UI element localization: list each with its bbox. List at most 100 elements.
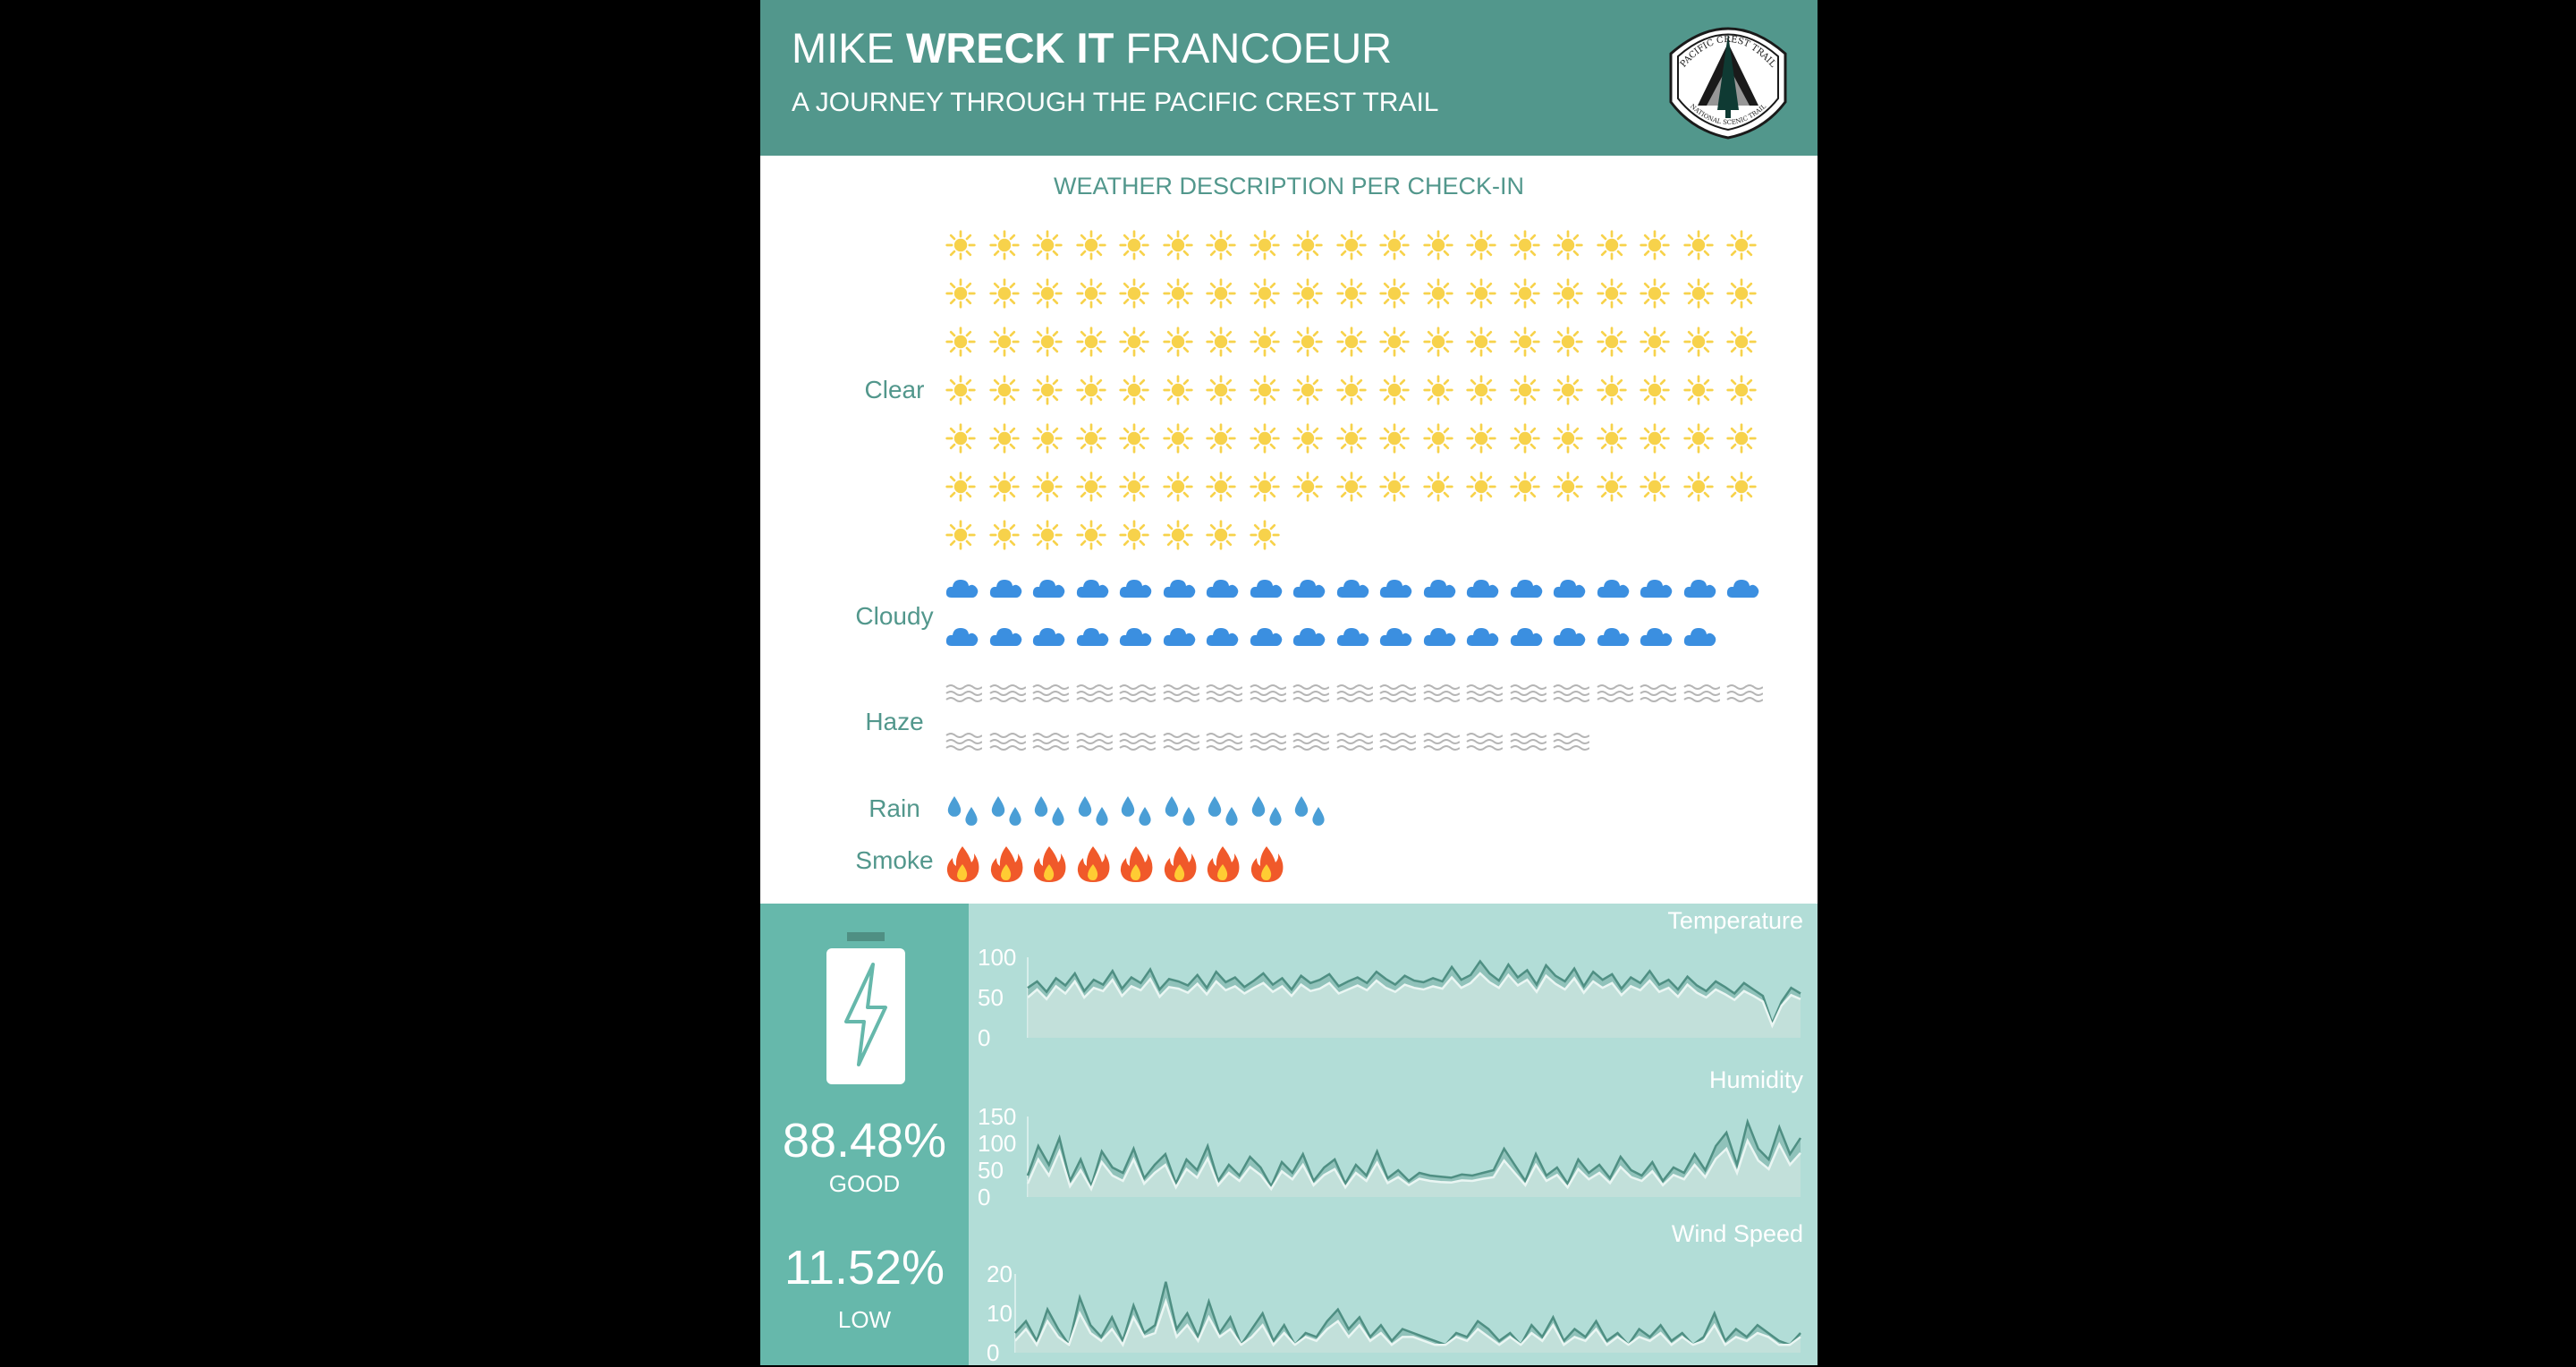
cloud-icon [988, 576, 1024, 604]
sun-icon [1422, 471, 1454, 507]
stats-panel: 88.48% GOOD 11.52% LOW Temperature 100 50… [760, 904, 1818, 1365]
sun-icon [988, 277, 1021, 314]
haze-icon [1292, 730, 1330, 760]
y-tick-label: 150 [978, 1103, 1016, 1130]
sun-icon [1725, 326, 1758, 362]
cloud-icon [1422, 624, 1458, 652]
sun-icon [1378, 471, 1411, 507]
infographic-card: MIKE WRECK IT FRANCOEUR A JOURNEY THROUG… [760, 0, 1818, 1365]
haze-icon [1335, 730, 1374, 760]
fire-icon [1249, 845, 1284, 888]
cloud-icon [1205, 624, 1241, 652]
haze-icon [1031, 730, 1070, 760]
weather-label-cloudy: Cloudy [855, 602, 934, 630]
sun-icon [1075, 229, 1107, 266]
cloud-icon [1118, 576, 1154, 604]
sensor-charts: Temperature 100 50 0 Humidity 150 100 50 0 Wi… [969, 904, 1818, 1365]
sun-icon [1335, 229, 1368, 266]
sun-icon [1205, 326, 1237, 362]
sun-icon [1118, 471, 1150, 507]
sun-icon [945, 374, 977, 411]
sun-icon [1596, 277, 1628, 314]
sun-icon [1335, 374, 1368, 411]
haze-icon [1725, 682, 1764, 711]
cloud-icon [1682, 624, 1718, 652]
haze-icon [1249, 682, 1287, 711]
sun-icon [1031, 519, 1063, 556]
sun-icon [988, 229, 1021, 266]
sun-icon [988, 422, 1021, 459]
sun-icon [945, 326, 977, 362]
pacific-crest-trail-logo: PACIFIC CREST TRAIL NATIONAL SCENIC TRAI… [1669, 27, 1787, 140]
haze-icon [1292, 682, 1330, 711]
wind-speed-chart: 20 10 0 [987, 1261, 1801, 1365]
sun-icon [1682, 374, 1715, 411]
battery-low-percentage: 11.52% [784, 1241, 945, 1295]
sun-icon [1552, 422, 1584, 459]
sun-icon [1725, 229, 1758, 266]
y-tick-label: 0 [987, 1339, 999, 1365]
cloud-icon [1639, 624, 1674, 652]
sun-icon [1465, 374, 1497, 411]
cloud-icon [1031, 624, 1067, 652]
sun-icon [1378, 374, 1411, 411]
sun-icon [1509, 277, 1541, 314]
sun-icon [1639, 277, 1671, 314]
sun-icon [1422, 422, 1454, 459]
sun-icon [1639, 422, 1671, 459]
sun-icon [1596, 374, 1628, 411]
haze-icon [1509, 682, 1547, 711]
sun-icon [945, 422, 977, 459]
sun-icon [1031, 229, 1063, 266]
sun-icon [1292, 326, 1324, 362]
haze-icon [945, 682, 983, 711]
cloud-icon [1465, 576, 1501, 604]
cloud-icon [1552, 624, 1588, 652]
raindrops-icon [945, 793, 982, 835]
sun-icon [1509, 374, 1541, 411]
page-subtitle: A JOURNEY THROUGH THE PACIFIC CREST TRAI… [792, 88, 1439, 117]
cloud-icon [1509, 576, 1545, 604]
sun-icon [1118, 229, 1150, 266]
humidity-chart-title: Humidity [1708, 1066, 1803, 1093]
series-line-1 [1027, 972, 1801, 1029]
sun-icon [1422, 229, 1454, 266]
battery-bolt-icon [826, 932, 905, 1084]
y-tick-label: 100 [978, 1130, 1016, 1157]
sun-icon [1118, 374, 1150, 411]
sun-icon [1292, 471, 1324, 507]
sun-icon [1205, 374, 1237, 411]
wind-speed-chart-title: Wind Speed [1671, 1220, 1803, 1247]
sun-icon [988, 374, 1021, 411]
raindrops-icon [1118, 793, 1156, 835]
sun-icon [1249, 326, 1281, 362]
sun-icon [1118, 422, 1150, 459]
haze-icon [1205, 682, 1243, 711]
y-tick-label: 100 [978, 944, 1016, 971]
y-tick-label: 50 [978, 1157, 1004, 1184]
sun-icon [1682, 471, 1715, 507]
sun-icon [945, 277, 977, 314]
raindrops-icon [988, 793, 1026, 835]
cloud-icon [945, 576, 980, 604]
haze-icon [1465, 730, 1504, 760]
cloud-icon [1292, 624, 1327, 652]
sun-icon [1378, 277, 1411, 314]
temperature-chart-title: Temperature [1667, 907, 1803, 934]
cloud-icon [1552, 576, 1588, 604]
sun-icon [1031, 326, 1063, 362]
sun-icon [1639, 471, 1671, 507]
sun-icon [1162, 471, 1194, 507]
y-tick-label: 10 [987, 1300, 1013, 1327]
sun-icon [945, 519, 977, 556]
series-area-1 [1028, 973, 1801, 1038]
series-area-1 [1015, 1301, 1801, 1353]
weather-label-rain: Rain [869, 794, 920, 822]
sun-icon [1031, 422, 1063, 459]
cloud-icon [945, 624, 980, 652]
cloud-icon [1725, 576, 1761, 604]
series-line-1 [1014, 1297, 1801, 1347]
haze-icon [1075, 730, 1114, 760]
fire-icon [1075, 845, 1111, 888]
